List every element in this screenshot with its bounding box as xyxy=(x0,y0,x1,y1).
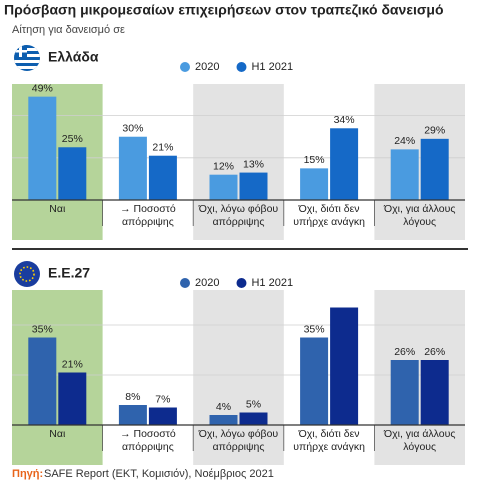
column-shade xyxy=(12,84,103,240)
x-tick-label: Όχι, για άλλους λόγους xyxy=(383,203,456,228)
legend-swatch xyxy=(236,278,247,288)
column-shade xyxy=(12,290,103,465)
legend-swatch xyxy=(236,62,247,72)
value-label: 24% xyxy=(394,135,415,147)
column-shade xyxy=(374,84,465,240)
flag-eu xyxy=(14,261,40,287)
column-shade xyxy=(193,84,284,240)
bar xyxy=(28,96,57,200)
x-tick-label: Όχι, για άλλους λόγους xyxy=(383,428,456,453)
x-tick-label: Όχι, λόγω φόβου απόρριψης xyxy=(198,428,279,453)
panel-title: Ε.Ε.27 xyxy=(48,265,90,281)
value-label: 26% xyxy=(394,346,415,358)
bar xyxy=(58,372,87,425)
x-tick-label: Ναι xyxy=(49,428,66,440)
value-label: 29% xyxy=(424,125,445,137)
bar xyxy=(239,172,268,200)
value-label: 26% xyxy=(424,346,445,358)
bar xyxy=(330,307,359,425)
value-label: 15% xyxy=(304,154,325,166)
bar xyxy=(118,136,147,200)
bar xyxy=(209,174,238,200)
panel-title: Ελλάδα xyxy=(48,49,99,65)
x-tick-label: → Ποσοστό απόρριψης xyxy=(120,428,176,453)
legend-swatch xyxy=(180,278,190,288)
value-label: 5% xyxy=(246,398,261,410)
x-tick-label: Όχι, διότι δεν υπήρχε ανάγκη xyxy=(293,203,365,228)
value-label: 21% xyxy=(152,141,173,153)
column-shade xyxy=(193,290,284,465)
column-shade xyxy=(374,290,465,465)
value-label: 35% xyxy=(304,323,325,335)
bar xyxy=(390,360,419,425)
value-label: 7% xyxy=(155,393,170,405)
value-label: 34% xyxy=(334,114,355,126)
bar xyxy=(420,360,449,425)
value-label: 12% xyxy=(213,160,234,172)
value-label: 4% xyxy=(216,401,231,413)
bar xyxy=(209,415,238,425)
value-label: 35% xyxy=(32,323,53,335)
value-label: 13% xyxy=(243,158,264,170)
bar xyxy=(148,407,177,425)
title: Πρόσβαση μικρομεσαίων επιχειρήσεων στον … xyxy=(4,2,444,18)
bar xyxy=(58,147,87,200)
source-label: Πηγή: xyxy=(12,468,43,480)
legend-label: H1 2021 xyxy=(251,277,293,289)
value-label: 49% xyxy=(32,82,53,94)
x-tick-label: Όχι, λόγω φόβου απόρριψης xyxy=(198,203,279,228)
legend-label: H1 2021 xyxy=(251,61,293,73)
legend-label: 2020 xyxy=(195,277,219,289)
bar xyxy=(420,138,449,200)
x-tick-label: Όχι, διότι δεν υπήρχε ανάγκη xyxy=(293,428,365,453)
legend-label: 2020 xyxy=(195,61,219,73)
bar xyxy=(300,337,329,425)
bar xyxy=(390,149,419,200)
bar xyxy=(300,168,329,200)
flag-greece xyxy=(14,45,40,71)
bar xyxy=(330,128,359,200)
bar xyxy=(148,155,177,200)
subtitle: Αίτηση για δανεισμό σε xyxy=(12,24,125,36)
x-tick-label: Ναι xyxy=(49,203,66,215)
x-tick-label: → Ποσοστό απόρριψης xyxy=(120,203,176,228)
value-label: 30% xyxy=(122,123,143,135)
bar xyxy=(239,412,268,425)
legend-swatch xyxy=(180,62,190,72)
value-label: 25% xyxy=(62,133,83,145)
bar xyxy=(118,405,147,425)
source: SAFE Report (ΕΚΤ, Κομισιόν), Νοέμβριος 2… xyxy=(44,468,274,480)
value-label: 21% xyxy=(62,358,83,370)
value-label: 8% xyxy=(125,391,140,403)
bar xyxy=(28,337,57,425)
